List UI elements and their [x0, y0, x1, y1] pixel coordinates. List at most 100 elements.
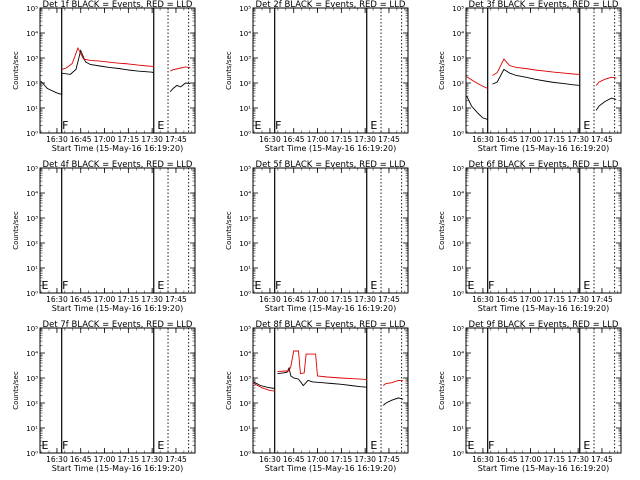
y-tick-label: 10⁴ [26, 30, 38, 38]
plot-frame [39, 327, 196, 454]
y-tick-label: 10⁰ [452, 450, 464, 458]
plot-frame [252, 7, 409, 134]
x-axis-label: Start Time (15-May-16 16:19:20) [52, 144, 183, 153]
x-tick-label: 16:30 [472, 295, 494, 304]
segment-label: E [583, 279, 590, 292]
segment-label: E [370, 119, 377, 132]
y-tick-label: 10¹ [26, 105, 38, 113]
y-tick-label: 10¹ [239, 425, 251, 433]
plot-frame [465, 167, 622, 294]
y-tick-label: 10³ [239, 55, 251, 63]
segment-label: E [370, 439, 377, 452]
x-tick-label: 16:45 [283, 295, 305, 304]
segment-label: E [583, 439, 590, 452]
y-tick-label: 10¹ [452, 425, 464, 433]
series-line-lld [61, 46, 191, 72]
panel-det-2: Det 2f BLACK = Events, RED = LLD 10⁰ 10¹ 10… [225, 0, 409, 153]
x-axis-label: Start Time (15-May-16 16:19:20) [265, 464, 396, 473]
x-tick-label: 17:45 [165, 135, 187, 144]
x-tick-label: 17:15 [544, 135, 566, 144]
x-tick-label: 17:30 [567, 455, 589, 464]
x-tick-label: 17:45 [165, 455, 187, 464]
x-tick-label: 16:30 [472, 455, 494, 464]
y-tick-label: 10³ [26, 375, 38, 383]
x-tick-label: 16:45 [496, 455, 518, 464]
x-tick-label: 17:15 [331, 295, 353, 304]
segment-label: F [488, 439, 494, 452]
x-tick-label: 17:45 [591, 455, 613, 464]
y-axis-label: Counts/sec [12, 211, 20, 250]
y-axis-label: Counts/sec [225, 371, 233, 410]
x-tick-label: 17:00 [307, 295, 329, 304]
x-tick-label: 17:45 [165, 295, 187, 304]
panel-det-5: Det 5f BLACK = Events, RED = LLD 10⁰ 10¹ 10… [225, 160, 409, 313]
x-axis-label: Start Time (15-May-16 16:19:20) [478, 304, 609, 313]
panel-title: Det 6f BLACK = Events, RED = LLD [469, 160, 619, 170]
y-tick-label: 10⁵ [239, 5, 251, 13]
y-tick-label: 10¹ [239, 265, 251, 273]
y-tick-label: 10² [26, 80, 38, 88]
y-tick-label: 10⁵ [452, 5, 464, 13]
x-tick-label: 16:45 [70, 295, 92, 304]
y-tick-label: 10³ [239, 375, 251, 383]
x-tick-label: 17:00 [520, 455, 542, 464]
segment-label: F [62, 439, 68, 452]
x-tick-label: 17:30 [141, 455, 163, 464]
segment-label: F [62, 279, 68, 292]
panel-det-8: Det 8f BLACK = Events, RED = LLD 10⁰ 10¹ 10… [225, 320, 409, 473]
segment-label: E [41, 439, 48, 452]
y-tick-label: 10⁴ [239, 190, 251, 198]
segment-label: E [157, 119, 164, 132]
segment-label: E [370, 279, 377, 292]
y-tick-label: 10⁵ [26, 5, 38, 13]
y-tick-label: 10³ [239, 215, 251, 223]
y-tick-label: 10⁰ [452, 130, 464, 138]
x-tick-label: 17:30 [141, 295, 163, 304]
y-tick-label: 10⁰ [239, 130, 251, 138]
panel-title: Det 8f BLACK = Events, RED = LLD [256, 320, 406, 330]
y-tick-label: 10¹ [452, 105, 464, 113]
x-tick-label: 17:15 [118, 295, 140, 304]
y-axis-label: Counts/sec [12, 51, 20, 90]
y-tick-label: 10⁴ [239, 30, 251, 38]
y-tick-label: 10⁰ [239, 290, 251, 298]
y-tick-label: 10⁴ [26, 350, 38, 358]
plot-frame [252, 327, 409, 454]
x-tick-label: 17:45 [591, 135, 613, 144]
y-tick-label: 10¹ [26, 265, 38, 273]
panel-title: Det 4f BLACK = Events, RED = LLD [43, 160, 193, 170]
y-tick-label: 10⁰ [239, 450, 251, 458]
segment-label: E [254, 279, 261, 292]
x-tick-label: 16:45 [283, 135, 305, 144]
series-line-events [40, 49, 191, 96]
x-tick-label: 16:45 [496, 135, 518, 144]
x-tick-label: 17:30 [354, 455, 376, 464]
x-tick-label: 17:45 [378, 455, 400, 464]
panel-det-4: Det 4f BLACK = Events, RED = LLD 10⁰ 10¹ 10… [12, 160, 196, 313]
segment-label: E [41, 279, 48, 292]
segment-label: F [488, 279, 494, 292]
y-tick-label: 10⁵ [26, 165, 38, 173]
y-tick-label: 10³ [452, 375, 464, 383]
y-axis-label: Counts/sec [438, 371, 446, 410]
panel-det-9: Det 9f BLACK = Events, RED = LLD 10⁰ 10¹ 10… [438, 320, 622, 473]
series-line-events [253, 366, 404, 406]
y-axis-label: Counts/sec [438, 211, 446, 250]
y-tick-label: 10⁵ [452, 325, 464, 333]
y-axis-label: Counts/sec [225, 211, 233, 250]
plot-frame [252, 167, 409, 294]
y-tick-label: 10⁵ [239, 325, 251, 333]
y-tick-label: 10³ [26, 215, 38, 223]
x-tick-label: 17:00 [307, 455, 329, 464]
panel-det-6: Det 6f BLACK = Events, RED = LLD 10⁰ 10¹ 10… [438, 160, 622, 313]
x-axis-label: Start Time (15-May-16 16:19:20) [478, 464, 609, 473]
x-tick-label: 16:30 [46, 455, 68, 464]
y-tick-label: 10³ [452, 215, 464, 223]
panel-det-3: Det 3f BLACK = Events, RED = LLD 10⁰ 10¹ 10… [438, 0, 622, 153]
y-tick-label: 10⁴ [452, 30, 464, 38]
x-tick-label: 16:30 [46, 135, 68, 144]
segment-label: F [275, 279, 281, 292]
y-tick-label: 10¹ [239, 105, 251, 113]
y-tick-label: 10² [452, 80, 464, 88]
